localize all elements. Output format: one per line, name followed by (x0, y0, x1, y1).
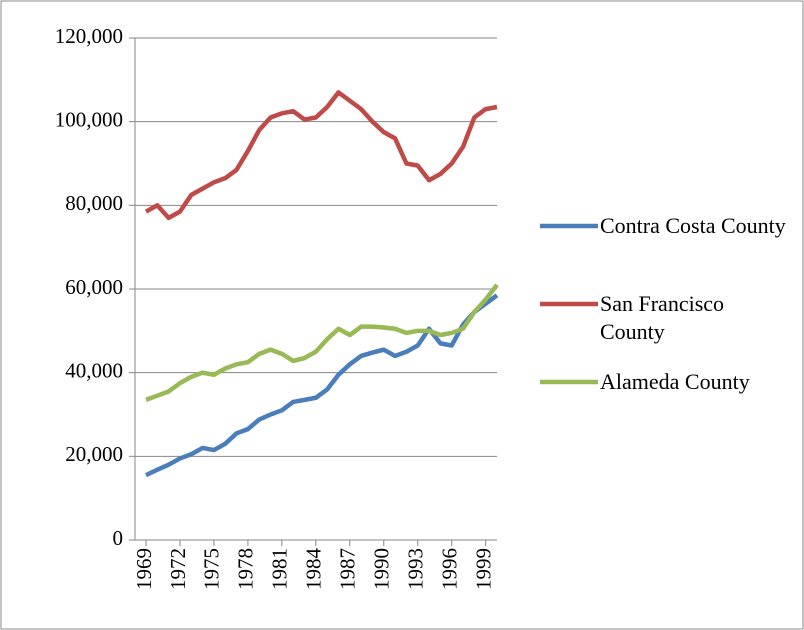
series-line (144, 90, 498, 221)
x-tick-label: 1978 (234, 548, 258, 590)
y-tick-label: 100,000 (55, 107, 123, 131)
x-tick-label: 1972 (166, 548, 190, 590)
y-tick-label: 20,000 (65, 442, 123, 466)
x-tick-label: 1987 (336, 548, 360, 590)
x-tick-label: 1984 (302, 548, 326, 591)
legend-label: Alameda County (600, 369, 750, 394)
x-tick-label: 1999 (471, 548, 495, 590)
legend-label: Contra Costa County (600, 213, 786, 238)
y-tick-label: 40,000 (65, 358, 123, 382)
series-line (145, 283, 499, 402)
series-line (145, 293, 499, 478)
y-tick-label: 0 (113, 526, 124, 550)
y-tick-label: 60,000 (65, 275, 123, 299)
x-tick-label: 1993 (404, 548, 428, 590)
x-tick-label: 1990 (370, 548, 394, 590)
x-tick-label: 1975 (200, 548, 224, 590)
y-tick-label: 80,000 (65, 191, 123, 215)
x-tick-label: 1981 (268, 548, 292, 590)
x-tick-label: 1996 (438, 548, 462, 590)
y-tick-label: 120,000 (55, 24, 123, 48)
x-tick-label: 1969 (132, 548, 156, 590)
legend-label: San Francisco County (600, 291, 725, 344)
